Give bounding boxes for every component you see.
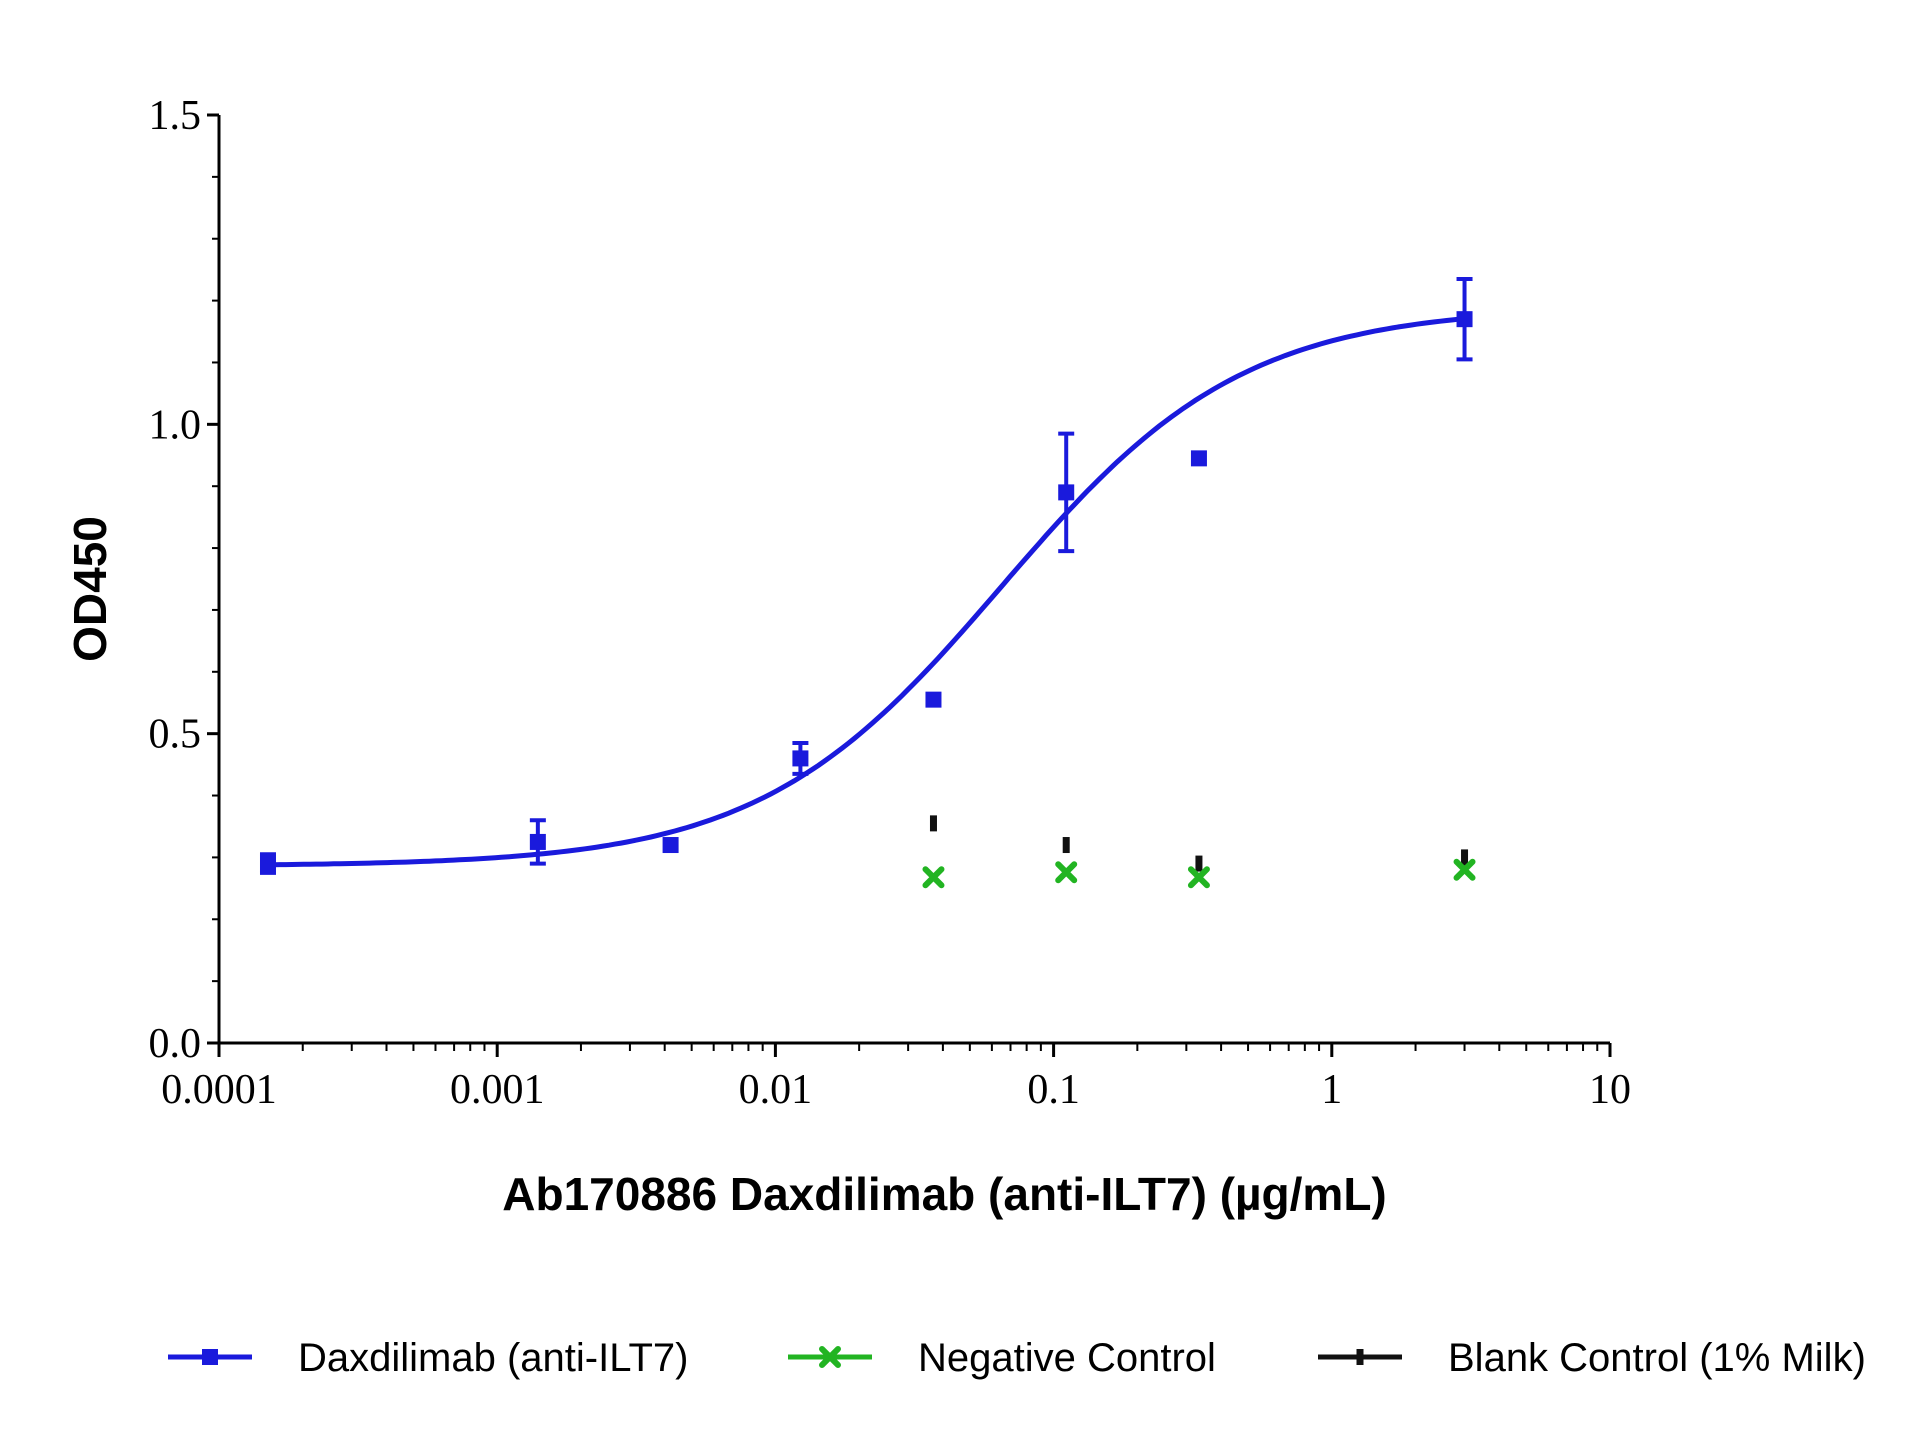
series-negative-control bbox=[922, 858, 1476, 889]
data-point bbox=[1190, 450, 1207, 467]
data-point bbox=[259, 855, 276, 872]
series-blank-control-1-milk bbox=[929, 815, 1469, 872]
legend: Daxdilimab (anti-ILT7) Negative Control Bl… bbox=[168, 1336, 1866, 1380]
data-point bbox=[662, 837, 679, 854]
data-point bbox=[1453, 858, 1476, 881]
data-point bbox=[929, 815, 937, 832]
data-point bbox=[1187, 866, 1210, 889]
legend-label: Negative Control bbox=[918, 1336, 1216, 1380]
legend-marker-stroke bbox=[819, 1346, 841, 1368]
data-points bbox=[259, 276, 1476, 889]
y-tick-label: 0.0 bbox=[149, 1021, 202, 1067]
x-tick-label: 0.001 bbox=[450, 1067, 545, 1113]
y-tick-label: 0.5 bbox=[149, 712, 202, 758]
y-tick-label: 1.0 bbox=[149, 402, 202, 448]
data-point bbox=[1058, 484, 1075, 501]
x-tick-label: 1 bbox=[1321, 1067, 1342, 1113]
x-tick-label: 0.01 bbox=[739, 1067, 813, 1113]
axes: 0.0 0.5 1.0 1.5 0.0001 0.001 0.01 0.1 1 10 bbox=[149, 93, 1632, 1113]
legend-marker bbox=[202, 1349, 218, 1365]
fit-curves bbox=[267, 316, 1465, 868]
fit-curve bbox=[267, 316, 1465, 868]
data-point bbox=[1055, 861, 1078, 884]
data-point bbox=[1456, 311, 1473, 328]
legend-marker bbox=[1356, 1349, 1364, 1365]
data-point-stroke bbox=[1055, 861, 1078, 884]
legend-marker bbox=[819, 1346, 841, 1368]
legend-item: Negative Control bbox=[788, 1336, 1216, 1380]
y-tick-label: 1.5 bbox=[149, 93, 202, 139]
x-tick-label: 0.0001 bbox=[161, 1067, 277, 1113]
data-point bbox=[922, 866, 945, 889]
data-point bbox=[925, 691, 942, 708]
legend-item: Daxdilimab (anti-ILT7) bbox=[168, 1336, 689, 1380]
y-axis-title: OD450 bbox=[64, 516, 116, 662]
series-daxdilimab-anti-ilt7 bbox=[259, 276, 1473, 875]
data-point-stroke bbox=[1187, 866, 1210, 889]
legend-label: Blank Control (1% Milk) bbox=[1448, 1336, 1866, 1380]
data-point bbox=[1062, 837, 1070, 854]
legend-item: Blank Control (1% Milk) bbox=[1318, 1336, 1866, 1380]
data-point bbox=[1461, 849, 1469, 866]
y-axis-ticks: 0.0 0.5 1.0 1.5 bbox=[149, 93, 219, 1067]
data-point bbox=[1195, 855, 1203, 872]
x-tick-label: 10 bbox=[1589, 1067, 1631, 1113]
data-point bbox=[792, 750, 809, 767]
x-tick-label: 0.1 bbox=[1027, 1067, 1080, 1113]
data-point-stroke bbox=[1453, 858, 1476, 881]
data-point-stroke bbox=[922, 866, 945, 889]
legend-label: Daxdilimab (anti-ILT7) bbox=[298, 1336, 689, 1380]
x-axis-ticks: 0.0001 0.001 0.01 0.1 1 10 bbox=[161, 1043, 1631, 1113]
data-point bbox=[529, 833, 546, 850]
x-axis-title: Ab170886 Daxdilimab (anti-ILT7) (µg/mL) bbox=[502, 1168, 1386, 1220]
